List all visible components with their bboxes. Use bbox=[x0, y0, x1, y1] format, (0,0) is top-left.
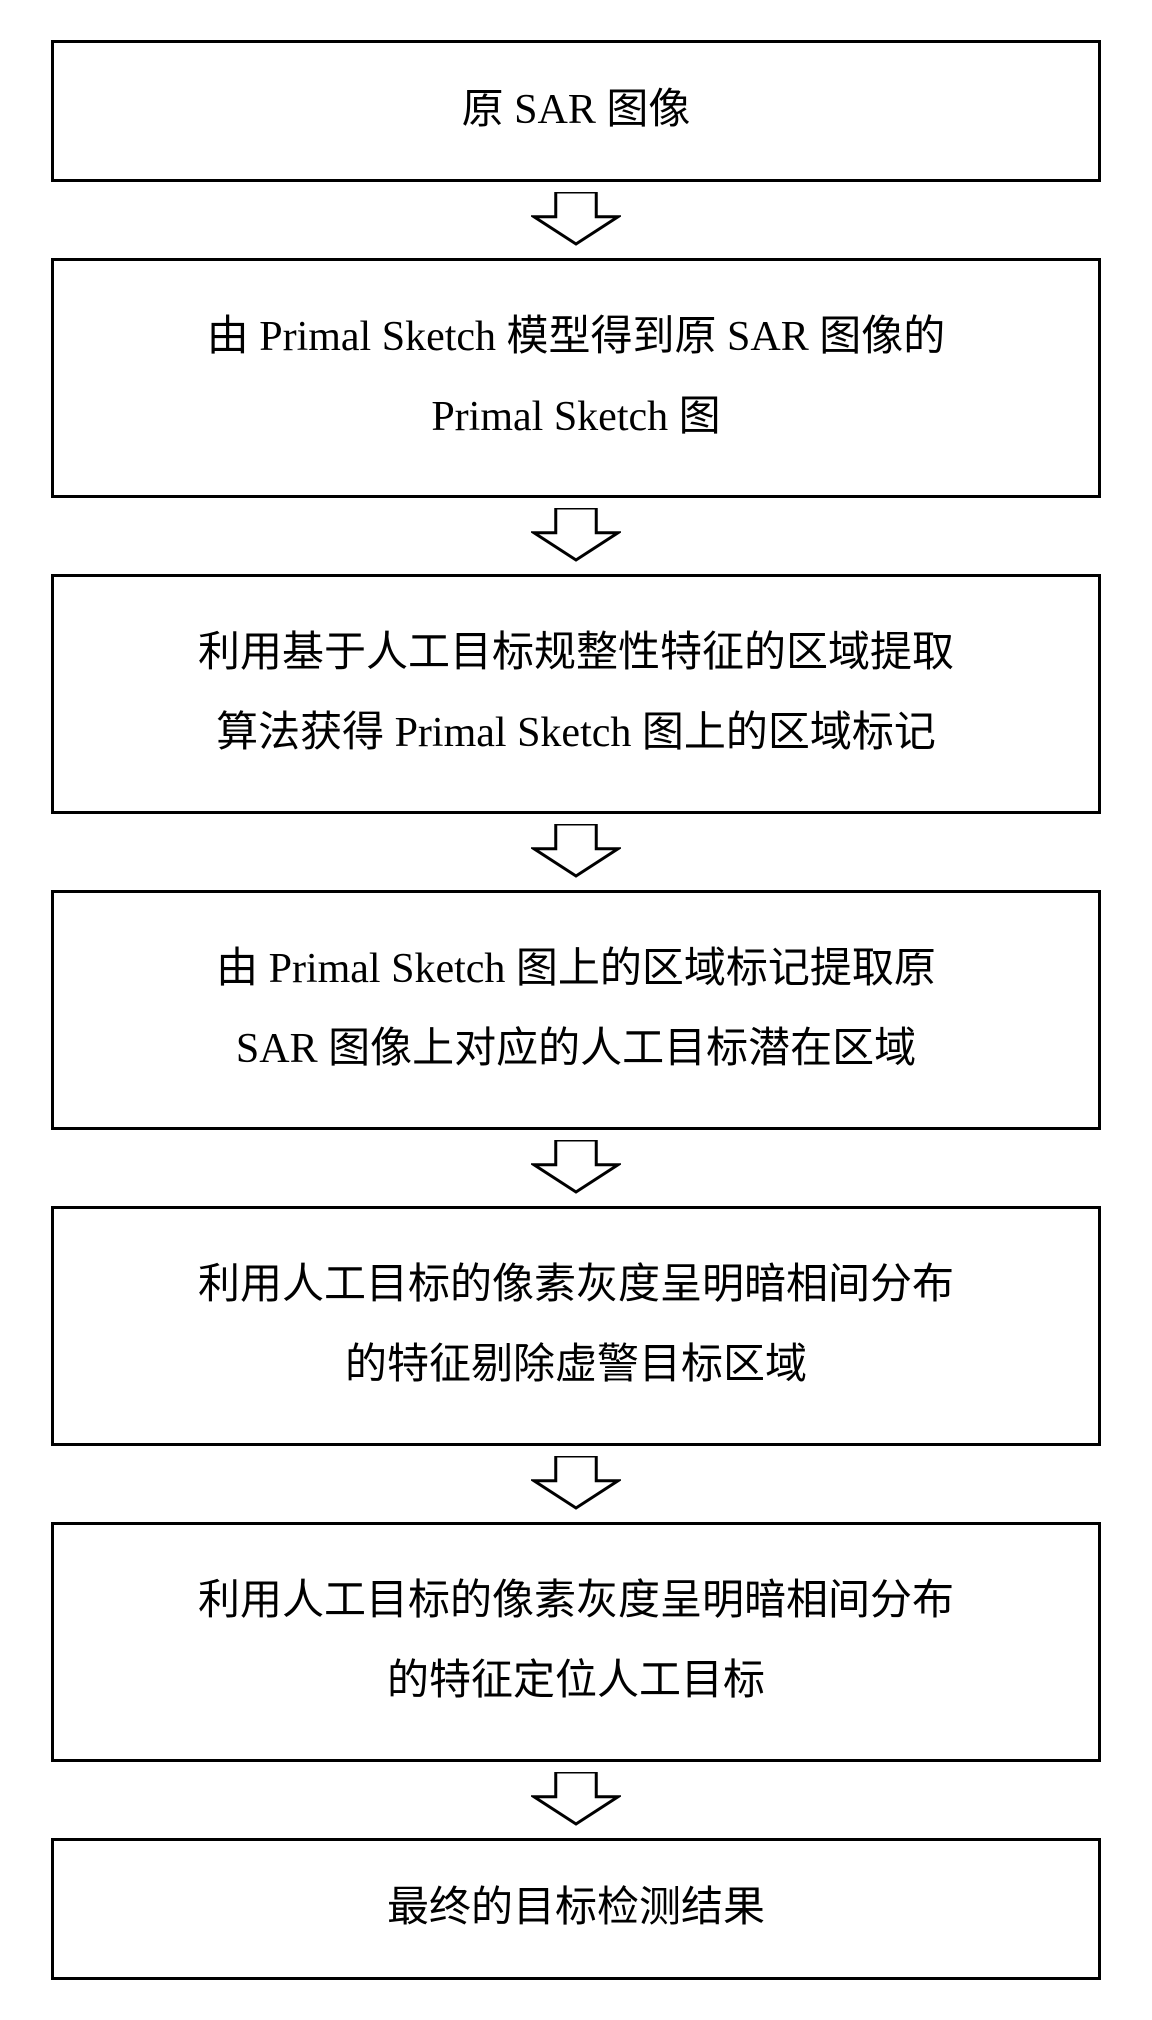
flow-arrow bbox=[531, 1454, 621, 1514]
flow-node-3: 利用基于人工目标规整性特征的区域提取算法获得 Primal Sketch 图上的… bbox=[51, 574, 1101, 814]
flow-arrow bbox=[531, 1770, 621, 1830]
flow-node-7: 最终的目标检测结果 bbox=[51, 1838, 1101, 1980]
node-label: 利用人工目标的像素灰度呈明暗相间分布的特征剔除虚警目标区域 bbox=[198, 1246, 954, 1406]
flow-node-2: 由 Primal Sketch 模型得到原 SAR 图像的Primal Sket… bbox=[51, 258, 1101, 498]
flow-arrow bbox=[531, 506, 621, 566]
flow-node-5: 利用人工目标的像素灰度呈明暗相间分布的特征剔除虚警目标区域 bbox=[51, 1206, 1101, 1446]
node-label: 利用人工目标的像素灰度呈明暗相间分布的特征定位人工目标 bbox=[198, 1562, 954, 1722]
flowchart-container: 原 SAR 图像 由 Primal Sketch 模型得到原 SAR 图像的Pr… bbox=[51, 40, 1101, 1980]
flow-node-6: 利用人工目标的像素灰度呈明暗相间分布的特征定位人工目标 bbox=[51, 1522, 1101, 1762]
node-label: 最终的目标检测结果 bbox=[387, 1869, 765, 1949]
node-label: 利用基于人工目标规整性特征的区域提取算法获得 Primal Sketch 图上的… bbox=[198, 614, 954, 774]
flow-arrow bbox=[531, 190, 621, 250]
node-label: 由 Primal Sketch 图上的区域标记提取原SAR 图像上对应的人工目标… bbox=[216, 930, 936, 1090]
node-label: 由 Primal Sketch 模型得到原 SAR 图像的Primal Sket… bbox=[207, 298, 946, 458]
flow-node-4: 由 Primal Sketch 图上的区域标记提取原SAR 图像上对应的人工目标… bbox=[51, 890, 1101, 1130]
flow-arrow bbox=[531, 1138, 621, 1198]
flow-arrow bbox=[531, 822, 621, 882]
flow-node-1: 原 SAR 图像 bbox=[51, 40, 1101, 182]
node-label: 原 SAR 图像 bbox=[462, 71, 691, 151]
